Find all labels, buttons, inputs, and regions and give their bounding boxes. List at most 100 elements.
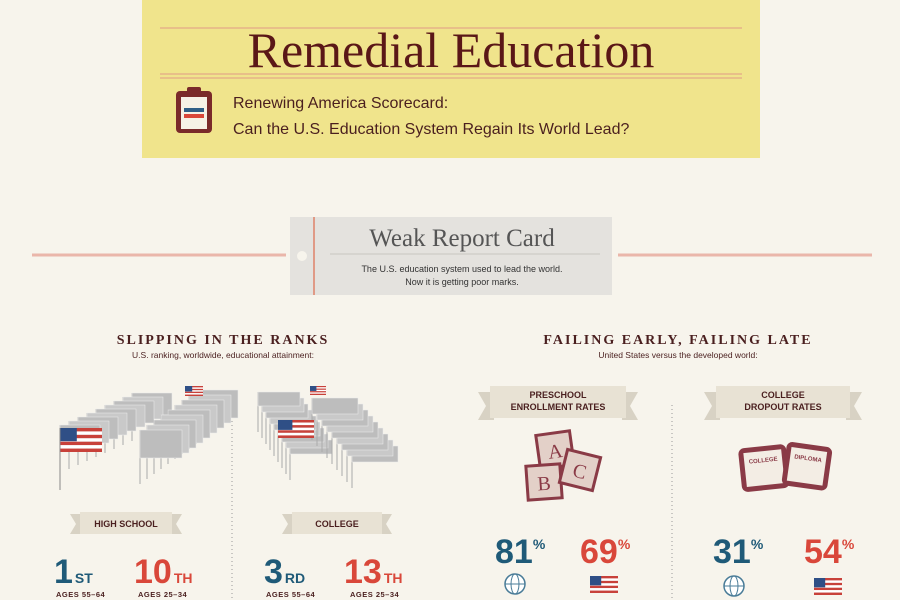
ribbon-label: DROPOUT RATES xyxy=(744,402,821,412)
us-flag xyxy=(278,420,314,438)
us-flag xyxy=(310,386,326,395)
ribbon-band xyxy=(490,386,626,418)
flag-stripe xyxy=(60,438,102,442)
flag-canton xyxy=(310,386,317,391)
flag-stripe xyxy=(310,393,326,395)
stat-value: 81 xyxy=(495,533,533,571)
flag-stripe xyxy=(310,392,326,394)
card xyxy=(290,217,612,295)
flag-stripe xyxy=(185,386,203,388)
grey-flag xyxy=(257,391,301,407)
section-heading: FAILING EARLY, FAILING LATE xyxy=(543,333,812,348)
header-banner: Remedial Education Renewing America Scor… xyxy=(142,0,760,158)
rank-ages: AGES 25–34 xyxy=(138,590,188,599)
ribbon: PRESCHOOL ENROLLMENT RATES xyxy=(478,386,638,420)
diploma-paper xyxy=(743,449,785,487)
stat: 69% xyxy=(580,533,631,571)
flag-stripe xyxy=(310,391,326,393)
flag-stripe xyxy=(278,432,314,436)
flag-stripe xyxy=(60,431,102,435)
clipboard-stripe xyxy=(184,114,204,118)
flag-stripe xyxy=(278,422,314,426)
flag-stripe xyxy=(185,394,203,396)
flag-stripe xyxy=(814,580,842,583)
title: Remedial Education xyxy=(248,22,655,78)
rank-ages: AGES 55–64 xyxy=(266,590,316,599)
ribbon-label: COLLEGE xyxy=(315,519,359,529)
subtitle-line: Can the U.S. Education System Regain Its… xyxy=(233,121,629,138)
card-hole xyxy=(297,251,307,261)
block-letter: B xyxy=(537,473,552,496)
abc-blocks: A B C xyxy=(524,429,603,502)
rank: 13 TH xyxy=(344,553,403,591)
report-card: Weak Report Card The U.S. education syst… xyxy=(290,217,612,295)
ribbon-label: PRESCHOOL xyxy=(529,390,587,400)
flag-stripe xyxy=(590,588,618,591)
diploma-paper xyxy=(786,446,828,486)
flag-canton xyxy=(590,576,602,586)
ribbon-band xyxy=(716,386,850,418)
flag-stripe xyxy=(278,425,314,428)
flag-stripe xyxy=(814,587,842,591)
flag-stripe xyxy=(60,434,102,439)
banner-paper xyxy=(142,0,760,158)
ranks-illustration xyxy=(59,386,399,490)
flag-stripe xyxy=(60,445,102,449)
flag-stripe xyxy=(278,427,314,431)
rank: 3 RD xyxy=(264,553,305,591)
ribbon-label: ENROLLMENT RATES xyxy=(511,402,606,412)
flag-stripe xyxy=(310,386,326,388)
stat-value: 31 xyxy=(713,533,751,571)
flag-stripe xyxy=(814,590,842,593)
flag-stripe xyxy=(310,387,326,389)
us-flag xyxy=(590,576,618,593)
diploma-half: DIPLOMA xyxy=(781,442,833,491)
flag-stripe xyxy=(60,428,102,432)
stat-unit: % xyxy=(533,536,546,552)
stat-unit: % xyxy=(842,536,855,552)
flag-stripe xyxy=(590,576,618,579)
flag-stripe xyxy=(278,435,314,438)
flag-stripe xyxy=(814,582,842,586)
us-flag xyxy=(60,428,102,452)
stat: 31% xyxy=(713,533,764,571)
flag-stripe xyxy=(590,583,618,586)
rank: 10 TH xyxy=(134,553,193,591)
stat-unit: % xyxy=(751,536,764,552)
diploma-half: COLLEGE xyxy=(738,444,790,492)
flag-stripe xyxy=(278,420,314,423)
flag-stripe xyxy=(590,590,618,593)
diploma-text: DIPLOMA xyxy=(794,454,823,464)
flag-stripe xyxy=(60,441,102,446)
clipboard-paper xyxy=(181,97,207,129)
card-title: Weak Report Card xyxy=(369,225,555,252)
flag-stripe xyxy=(814,592,842,595)
block: C xyxy=(557,447,603,493)
stat-value: 54 xyxy=(804,533,842,571)
flag-stripe xyxy=(185,387,203,389)
stat: 54% xyxy=(804,533,855,571)
flag-stripe xyxy=(185,390,203,392)
ribbon-band xyxy=(80,512,172,534)
flag-stripe xyxy=(590,585,618,589)
clipboard-clip xyxy=(187,87,201,94)
stat: 81% xyxy=(495,533,546,571)
rank-suffix: RD xyxy=(285,570,305,586)
card-text: Now it is getting poor marks. xyxy=(405,277,519,287)
rank-number: 10 xyxy=(134,553,172,591)
flag-stripe xyxy=(814,585,842,588)
flag-stripe xyxy=(310,389,326,392)
section-subheading: United States versus the developed world… xyxy=(598,350,757,360)
flag-stripe xyxy=(185,393,203,395)
grey-flag xyxy=(311,397,359,415)
clipboard-icon xyxy=(176,87,212,133)
rank-number: 1 xyxy=(54,553,73,591)
rank-suffix: ST xyxy=(75,570,93,586)
flag-stripe xyxy=(60,448,102,452)
block-letter: A xyxy=(547,440,565,464)
flag-stripe xyxy=(310,388,326,390)
rank-suffix: TH xyxy=(174,570,193,586)
grey-flag xyxy=(139,429,183,459)
flag-canton xyxy=(814,578,826,588)
